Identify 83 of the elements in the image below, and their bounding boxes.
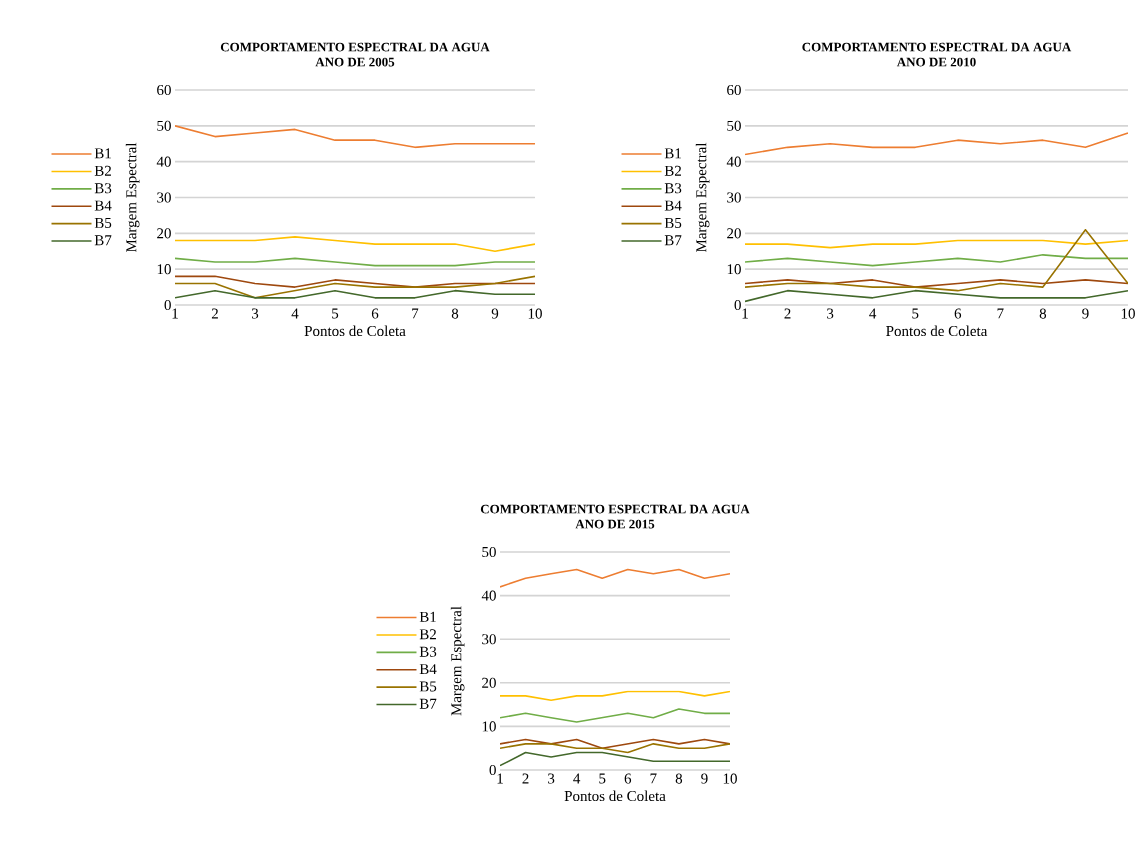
chart-subtitle: ANO DE 2010: [896, 57, 976, 67]
x-axis-title: Pontos de Coleta: [886, 325, 988, 337]
x-tick-label: 2: [211, 308, 218, 319]
x-tick-label: 3: [251, 308, 259, 319]
x-axis-title: Pontos de Coleta: [304, 325, 406, 337]
x-tick-label: 3: [548, 773, 555, 784]
x-tick-label: 10: [528, 308, 542, 319]
y-tick-label: 40: [481, 590, 496, 601]
x-tick-label: 7: [650, 773, 657, 784]
legend-label: B1: [419, 611, 436, 622]
x-tick-label: 7: [412, 308, 419, 319]
y-tick-label: 50: [157, 120, 171, 131]
chart-subtitle: ANO DE 2005: [315, 57, 395, 67]
y-tick-label: 20: [727, 228, 741, 239]
y-tick-label: 10: [727, 264, 741, 275]
y-axis-title: Margem Espectral: [125, 142, 140, 253]
legend-label: B1: [94, 148, 111, 159]
legend-label: B2: [94, 165, 111, 176]
chart-title: COMPORTAMENTO ESPECTRAL DA AGUA: [220, 42, 490, 52]
y-tick-label: 0: [489, 764, 496, 776]
legend-label: B1: [664, 148, 681, 159]
x-tick-label: 6: [954, 308, 962, 319]
y-tick-label: 20: [482, 677, 496, 688]
x-tick-label: 3: [827, 308, 834, 319]
line-series: [745, 254, 1129, 267]
y-axis-title: Margem Espectral: [450, 606, 465, 716]
y-tick-label: 30: [157, 192, 171, 203]
y-tick-label: 20: [157, 228, 171, 239]
y-tick-label: 0: [164, 299, 171, 311]
line-series: [500, 568, 730, 588]
x-tick-label: 6: [624, 773, 632, 784]
x-tick-label: 4: [573, 773, 581, 784]
x-tick-label: 1: [172, 308, 178, 319]
x-axis-title: Pontos de Coleta: [564, 790, 666, 802]
x-tick-label: 9: [1082, 308, 1089, 319]
y-tick-label: 50: [727, 120, 741, 131]
x-tick-label: 5: [332, 308, 339, 319]
legend-label: B3: [94, 183, 112, 194]
legend-label: B4: [664, 200, 682, 211]
legend-label: B7: [664, 235, 682, 246]
legend-label: B7: [419, 698, 437, 709]
y-tick-label: 10: [157, 264, 171, 275]
x-tick-label: 8: [451, 308, 459, 319]
y-tick-label: 40: [156, 156, 171, 167]
x-tick-label: 6: [371, 308, 379, 319]
x-tick-label: 4: [869, 308, 877, 319]
line-series: [745, 132, 1129, 156]
x-tick-label: 1: [742, 308, 748, 319]
line-series: [745, 228, 1129, 292]
y-tick-label: 60: [727, 84, 741, 96]
x-tick-label: 5: [599, 773, 606, 784]
x-tick-label: 2: [784, 308, 791, 319]
x-tick-label: 10: [1121, 308, 1135, 319]
chart-title: COMPORTAMENTO ESPECTRAL DA AGUA: [802, 42, 1072, 52]
chart-subtitle: ANO DE 2015: [575, 519, 655, 529]
legend-label: B2: [419, 629, 436, 640]
y-tick-label: 10: [482, 721, 496, 732]
legend-label: B3: [419, 646, 437, 657]
y-tick-label: 50: [482, 546, 496, 558]
legend-label: B7: [94, 235, 112, 246]
y-axis-title: Margem Espectral: [695, 142, 710, 253]
legend-label: B5: [94, 218, 112, 228]
legend-label: B5: [419, 681, 437, 692]
x-tick-label: 9: [491, 308, 499, 319]
legend-label: B3: [664, 183, 682, 194]
legend-label: B4: [419, 664, 437, 675]
x-tick-label: 2: [522, 773, 529, 784]
x-tick-label: 8: [1039, 308, 1047, 319]
x-tick-label: 5: [912, 308, 919, 319]
y-tick-label: 30: [482, 634, 496, 645]
y-tick-label: 40: [726, 156, 741, 167]
x-tick-label: 9: [701, 773, 708, 784]
legend-label: B2: [664, 165, 681, 176]
x-tick-label: 7: [997, 308, 1004, 319]
y-tick-label: 30: [727, 192, 741, 203]
x-tick-label: 1: [497, 773, 503, 784]
x-tick-label: 4: [291, 308, 299, 319]
chart-title: COMPORTAMENTO ESPECTRAL DA AGUA: [480, 504, 750, 514]
legend-label: B5: [664, 218, 682, 228]
x-tick-label: 8: [675, 773, 683, 784]
legend-label: B4: [94, 200, 112, 211]
y-tick-label: 0: [734, 299, 741, 311]
y-tick-label: 60: [157, 84, 171, 96]
